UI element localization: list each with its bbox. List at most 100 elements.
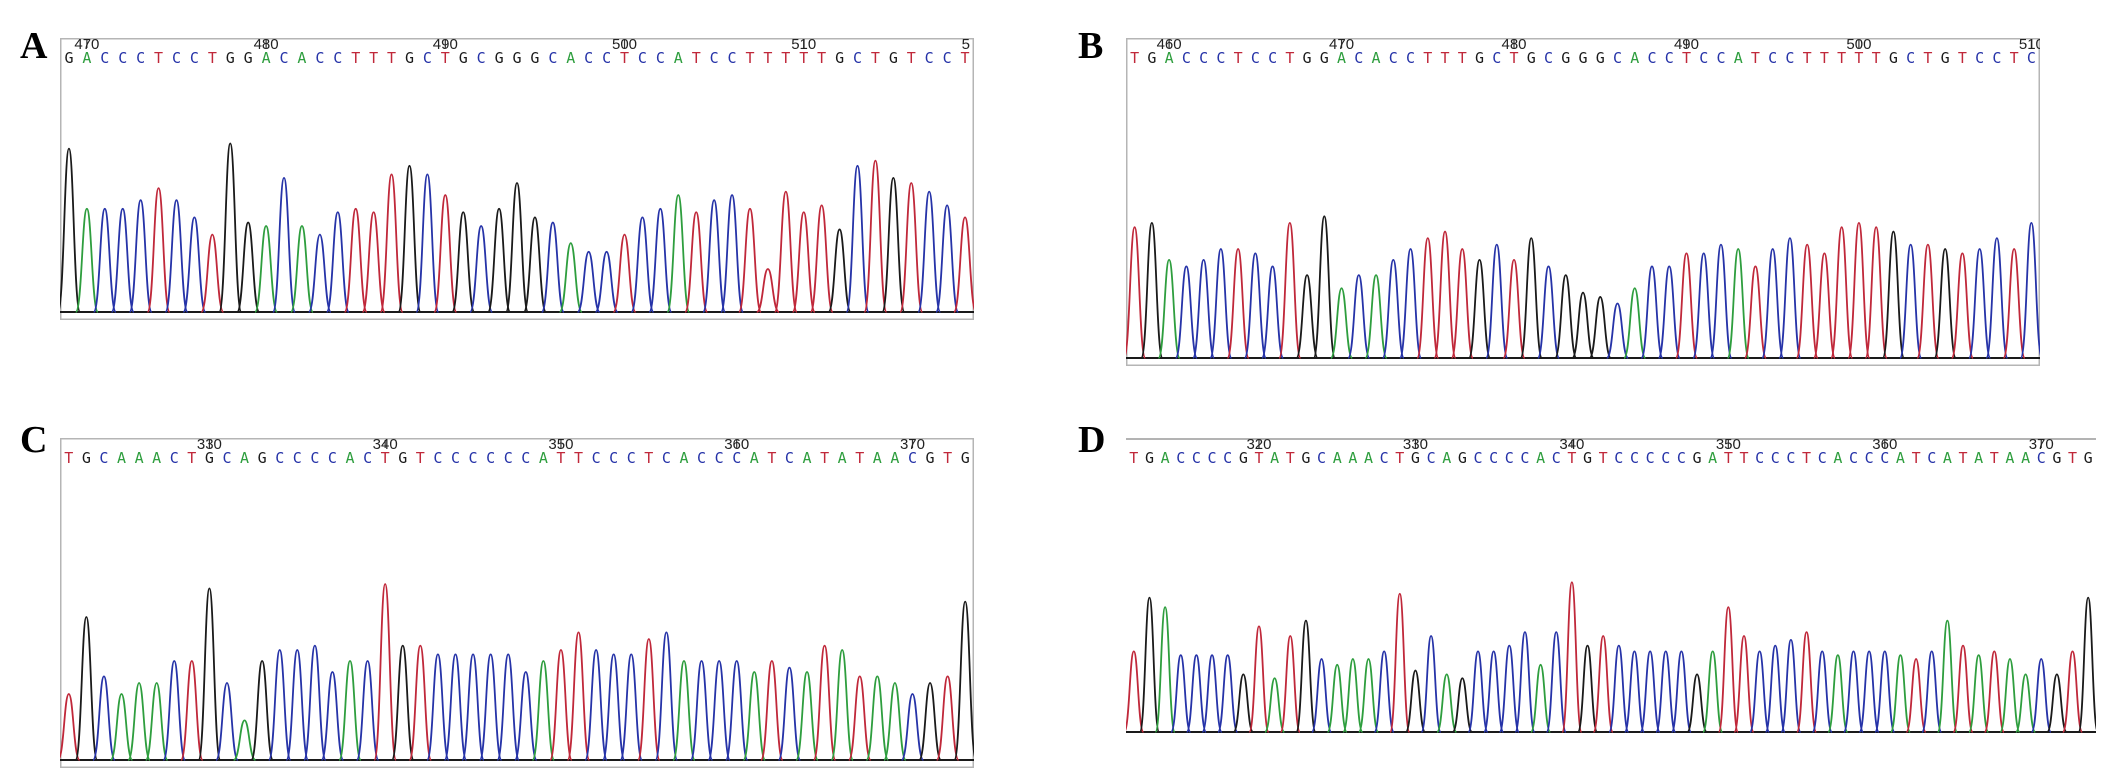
trace-peak (1726, 248, 1750, 359)
base-call: T (745, 49, 754, 67)
base-call: T (416, 449, 425, 467)
trace-peak (1433, 230, 1457, 359)
base-call: A (2005, 449, 2014, 467)
trace-peak (1999, 658, 2021, 733)
base-call: C (662, 449, 671, 467)
trace-peak (1436, 673, 1458, 733)
base-call: C (1389, 49, 1398, 67)
base-call: T (1959, 449, 1968, 467)
trace-peak (92, 207, 117, 313)
position-tick-label: 480 (1502, 38, 1527, 53)
trace-peak (1827, 654, 1849, 733)
base-call: C (310, 449, 319, 467)
base-call: G (244, 49, 253, 67)
trace-peak (1623, 287, 1647, 359)
trace-peak (1347, 274, 1371, 359)
base-call: T (1958, 49, 1967, 67)
panel-label-a: A (20, 25, 48, 67)
base-call: C (1474, 449, 1483, 467)
base-call: A (262, 49, 271, 67)
base-call: T (381, 449, 390, 467)
trace-peak (1140, 221, 1164, 359)
base-call: G (512, 49, 521, 67)
base-call: C (1661, 449, 1670, 467)
trace-peak (1743, 265, 1768, 359)
base-call: G (398, 449, 407, 467)
base-call: C (1880, 449, 1889, 467)
base-call: G (1527, 49, 1536, 67)
base-call: T (961, 49, 970, 67)
position-tick-label: 490 (433, 38, 458, 53)
trace-peak (1858, 650, 1880, 733)
trace-peak (1749, 650, 1771, 733)
base-call: T (1599, 449, 1608, 467)
base-call: C (1251, 49, 1260, 67)
base-call: C (785, 449, 794, 467)
trace-peak (2030, 658, 2052, 733)
base-call: C (1552, 449, 1561, 467)
chromatogram-b: 460 470 480 490 500 510 T G A C C C T C C T G G A C A C C T T T G C… (1126, 38, 2040, 366)
trace-peak (1795, 243, 1819, 359)
trace-peak (1717, 606, 1739, 733)
trace-peak (1576, 644, 1599, 733)
base-call: C (1268, 49, 1277, 67)
trace-peak (566, 631, 591, 761)
trace-peak (1561, 581, 1583, 733)
base-call: C (433, 449, 442, 467)
position-tick-label: 5 (962, 38, 970, 53)
base-call: C (1665, 49, 1674, 67)
base-call: A (1348, 449, 1357, 467)
trace-peak (390, 644, 415, 761)
position-tick-label: 500 (1846, 38, 1871, 53)
base-call: G (405, 49, 414, 67)
base-call: C (1786, 449, 1795, 467)
trace-peak (182, 216, 207, 313)
trace-peak (1502, 258, 1526, 359)
position-tick-label: 360 (724, 438, 749, 453)
position-tick-label: 330 (197, 438, 222, 453)
base-call: C (99, 449, 108, 467)
trace-peak (1952, 644, 1974, 733)
base-call: T (620, 49, 629, 67)
trace-peak (773, 190, 798, 313)
trace-peak (1278, 221, 1302, 359)
base-call: T (208, 49, 217, 67)
trace-peak (343, 207, 368, 313)
trace-peak (1657, 265, 1681, 359)
chromatogram-d: 320 330 340 350 360 370 T G A C C C C G T A T G C A A A C T G C A G… (1126, 438, 2096, 740)
trace-peak (654, 631, 679, 761)
panel-frame (60, 38, 974, 320)
base-call: C (609, 449, 618, 467)
trace-peak (1905, 658, 1927, 733)
base-call: G (889, 49, 898, 67)
trace-peak (531, 660, 556, 761)
base-call: A (1372, 49, 1381, 67)
base-call: C (1613, 49, 1622, 67)
trace-peak (689, 660, 714, 761)
trace-peak (1916, 243, 1940, 359)
trace-peak (558, 242, 583, 313)
base-call: C (275, 449, 284, 467)
trace-peak (272, 176, 297, 313)
trace-peak (601, 653, 626, 761)
base-call: G (459, 49, 468, 67)
base-call: C (1849, 449, 1858, 467)
trace-peak (487, 207, 512, 313)
trace-peak (1692, 252, 1716, 359)
trace-peak (1936, 619, 1958, 733)
trace-peak (60, 693, 81, 761)
base-call: G (1239, 449, 1248, 467)
base-call: C (363, 449, 372, 467)
trace-peak (415, 173, 440, 313)
trace-peak (1467, 258, 1492, 359)
base-call: G (1596, 49, 1605, 67)
trace-peak (1639, 650, 1661, 733)
trace-peak (1670, 650, 1692, 733)
trace-peak (1842, 650, 1865, 733)
trace-peak (935, 204, 960, 313)
trace-peak (250, 660, 274, 761)
base-call: A (1333, 449, 1342, 467)
base-call: T (2068, 449, 2077, 467)
trace-peak (1192, 258, 1216, 359)
base-call: C (943, 49, 952, 67)
